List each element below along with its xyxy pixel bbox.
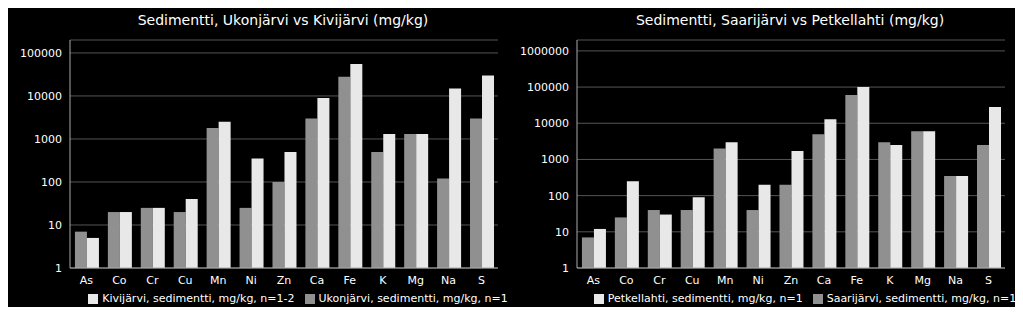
svg-text:Fe: Fe [344, 274, 357, 287]
html-text:Sedimentti, Saarijärvi vs Petk: Sedimentti, Saarijärvi vs Petkellahti (m… [635, 12, 945, 28]
svg-text:As: As [80, 274, 94, 287]
svg-text:10: 10 [48, 219, 62, 232]
html-text:Petkellahti, sedimentti, mg/kg: Petkellahti, sedimentti, mg/kg, n=1 [607, 292, 803, 305]
svg-text:Fe: Fe [851, 274, 864, 287]
html-text:Saarijärvi, sedimentti, mg/kg,: Saarijärvi, sedimentti, mg/kg, n=1 [826, 292, 1017, 305]
svg-text:1000: 1000 [541, 153, 569, 166]
svg-text:Na: Na [948, 274, 963, 287]
svg-text:Co: Co [112, 274, 127, 287]
svg-text:100: 100 [41, 176, 62, 189]
svg-text:S: S [985, 274, 992, 287]
svg-text:100: 100 [548, 190, 569, 203]
svg-text:100000: 100000 [20, 47, 62, 60]
svg-text:Cu: Cu [178, 274, 193, 287]
html-text:Sedimentti, Ukonjärvi vs Kivij: Sedimentti, Ukonjärvi vs Kivijärvi (mg/k… [137, 12, 429, 28]
svg-text:Ca: Ca [817, 274, 831, 287]
svg-text:100000: 100000 [527, 81, 569, 94]
svg-text:Mg: Mg [407, 274, 423, 287]
svg-text:K: K [379, 274, 387, 287]
svg-text:Co: Co [619, 274, 634, 287]
svg-text:1: 1 [55, 262, 62, 275]
svg-text:1: 1 [562, 262, 569, 275]
html-text:Ukonjärvi, sedimentti, mg/kg,: Ukonjärvi, sedimentti, mg/kg, n=1 [318, 292, 508, 305]
svg-text:As: As [587, 274, 601, 287]
svg-text:Na: Na [441, 274, 456, 287]
svg-text:Ni: Ni [752, 274, 763, 287]
svg-text:Zn: Zn [784, 274, 799, 287]
svg-text:K: K [886, 274, 894, 287]
svg-text:Cr: Cr [653, 274, 666, 287]
svg-text:Ni: Ni [245, 274, 256, 287]
svg-text:Mn: Mn [717, 274, 733, 287]
svg-text:Zn: Zn [277, 274, 292, 287]
svg-text:10000: 10000 [27, 90, 62, 103]
svg-text:Cr: Cr [146, 274, 159, 287]
svg-text:S: S [478, 274, 485, 287]
html-text:Kivijärvi, sedimentti, mg/kg,: Kivijärvi, sedimentti, mg/kg, n=1-2 [102, 292, 295, 305]
svg-text:1000000: 1000000 [520, 45, 569, 58]
svg-text:Cu: Cu [685, 274, 700, 287]
svg-text:10: 10 [555, 226, 569, 239]
svg-text:Mg: Mg [914, 274, 930, 287]
svg-text:10000: 10000 [534, 117, 569, 130]
svg-text:1000: 1000 [34, 133, 62, 146]
svg-text:Mn: Mn [210, 274, 226, 287]
svg-text:Ca: Ca [310, 274, 324, 287]
